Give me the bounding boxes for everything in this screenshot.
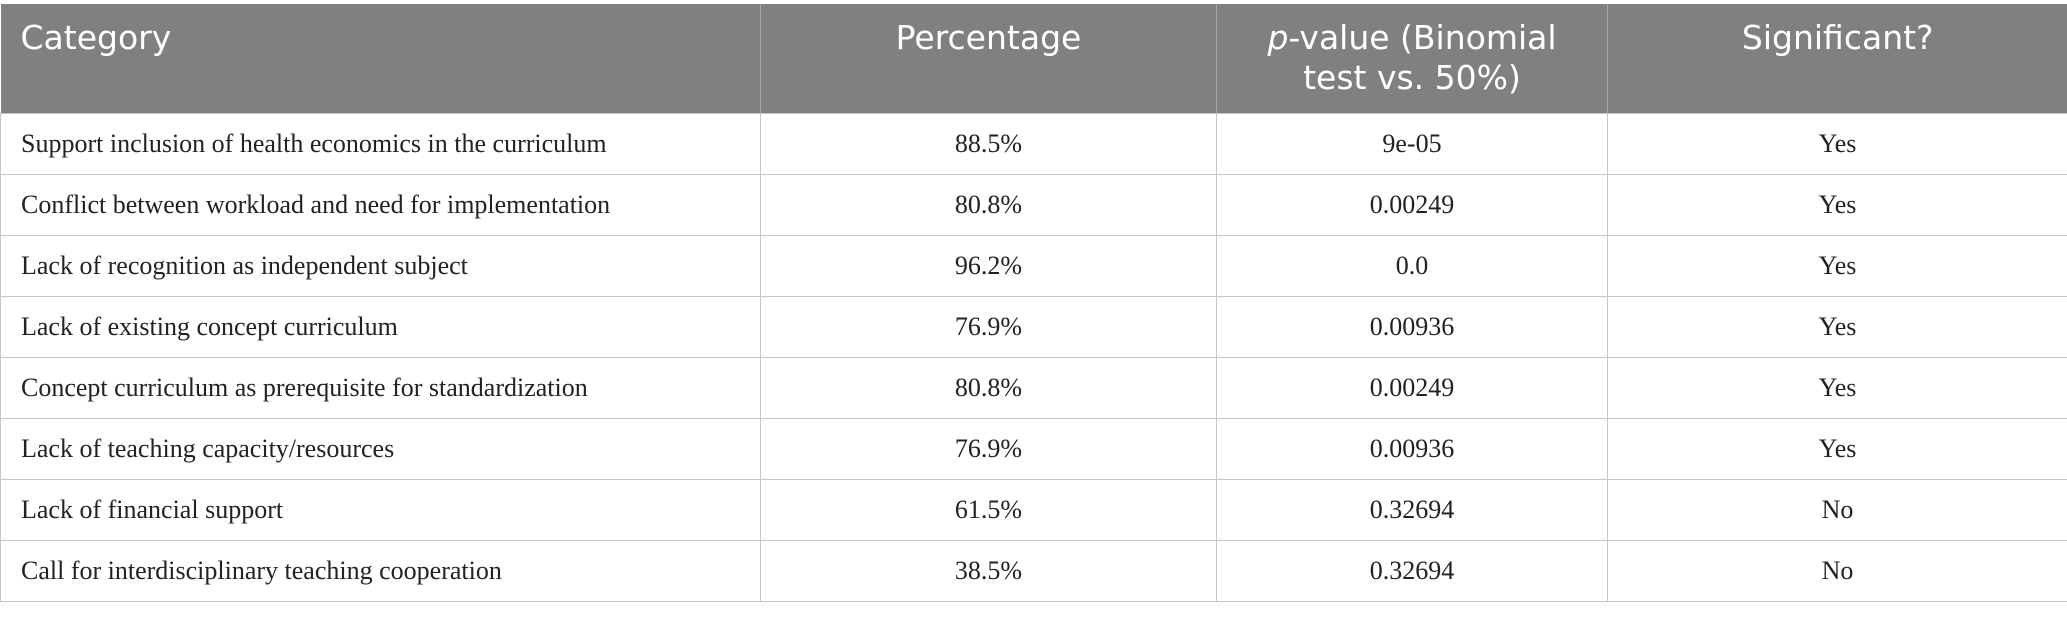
header-cell: Category bbox=[0, 4, 761, 113]
table-body: Support inclusion of health economics in… bbox=[0, 112, 2067, 602]
table-cell: 76.9% bbox=[760, 417, 1217, 480]
table-cell: 96.2% bbox=[760, 234, 1217, 297]
table-cell: Lack of existing concept curriculum bbox=[0, 295, 761, 358]
table-cell: Yes bbox=[1607, 112, 2067, 175]
table-cell: 76.9% bbox=[760, 295, 1217, 358]
table-row: Lack of recognition as independent subje… bbox=[0, 234, 2067, 297]
table-cell: Lack of recognition as independent subje… bbox=[0, 234, 761, 297]
table-cell: 0.00249 bbox=[1216, 173, 1608, 236]
table-cell: Conflict between workload and need for i… bbox=[0, 173, 761, 236]
header-cell: Significant? bbox=[1607, 4, 2067, 113]
table-cell: Concept curriculum as prerequisite for s… bbox=[0, 356, 761, 419]
table-cell: 80.8% bbox=[760, 356, 1217, 419]
table-cell: Yes bbox=[1607, 356, 2067, 419]
table-row: Lack of financial support 61.5% 0.32694 No bbox=[0, 478, 2067, 541]
table-row: Support inclusion of health economics in… bbox=[0, 112, 2067, 175]
header-row: Category Percentage p-value (Binomial te… bbox=[0, 4, 2067, 113]
header-text: -value (Binomial test vs. 50%) bbox=[1288, 18, 1557, 97]
table-cell: 61.5% bbox=[760, 478, 1217, 541]
table-row: Conflict between workload and need for i… bbox=[0, 173, 2067, 236]
table-cell: Yes bbox=[1607, 234, 2067, 297]
table-cell: 0.32694 bbox=[1216, 478, 1608, 541]
table-cell: 0.00936 bbox=[1216, 417, 1608, 480]
table-cell: 0.00936 bbox=[1216, 295, 1608, 358]
table-cell: Support inclusion of health economics in… bbox=[0, 112, 761, 175]
table-cell: 0.32694 bbox=[1216, 539, 1608, 602]
results-table: Category Percentage p-value (Binomial te… bbox=[0, 4, 2067, 602]
table-row: Lack of existing concept curriculum 76.9%… bbox=[0, 295, 2067, 358]
table-cell: No bbox=[1607, 478, 2067, 541]
table-cell: No bbox=[1607, 539, 2067, 602]
table-cell: Yes bbox=[1607, 295, 2067, 358]
table-header: Category Percentage p-value (Binomial te… bbox=[0, 4, 2067, 113]
table-row: Concept curriculum as prerequisite for s… bbox=[0, 356, 2067, 419]
table-row: Lack of teaching capacity/resources 76.9%… bbox=[0, 417, 2067, 480]
header-cell: Percentage bbox=[760, 4, 1217, 113]
table-cell: 38.5% bbox=[760, 539, 1217, 602]
table-cell: Lack of financial support bbox=[0, 478, 761, 541]
header-cell: p-value (Binomial test vs. 50%) bbox=[1216, 4, 1608, 113]
table-cell: Yes bbox=[1607, 173, 2067, 236]
table-cell: Lack of teaching capacity/resources bbox=[0, 417, 761, 480]
table-cell: 88.5% bbox=[760, 112, 1217, 175]
table-cell: Yes bbox=[1607, 417, 2067, 480]
table-cell: 80.8% bbox=[760, 173, 1217, 236]
table-row: Call for interdisciplinary teaching coop… bbox=[0, 539, 2067, 602]
table-cell: 0.0 bbox=[1216, 234, 1608, 297]
table-cell: 9e-05 bbox=[1216, 112, 1608, 175]
table-cell: Call for interdisciplinary teaching coop… bbox=[0, 539, 761, 602]
header-italic: p bbox=[1267, 18, 1289, 57]
table-cell: 0.00249 bbox=[1216, 356, 1608, 419]
